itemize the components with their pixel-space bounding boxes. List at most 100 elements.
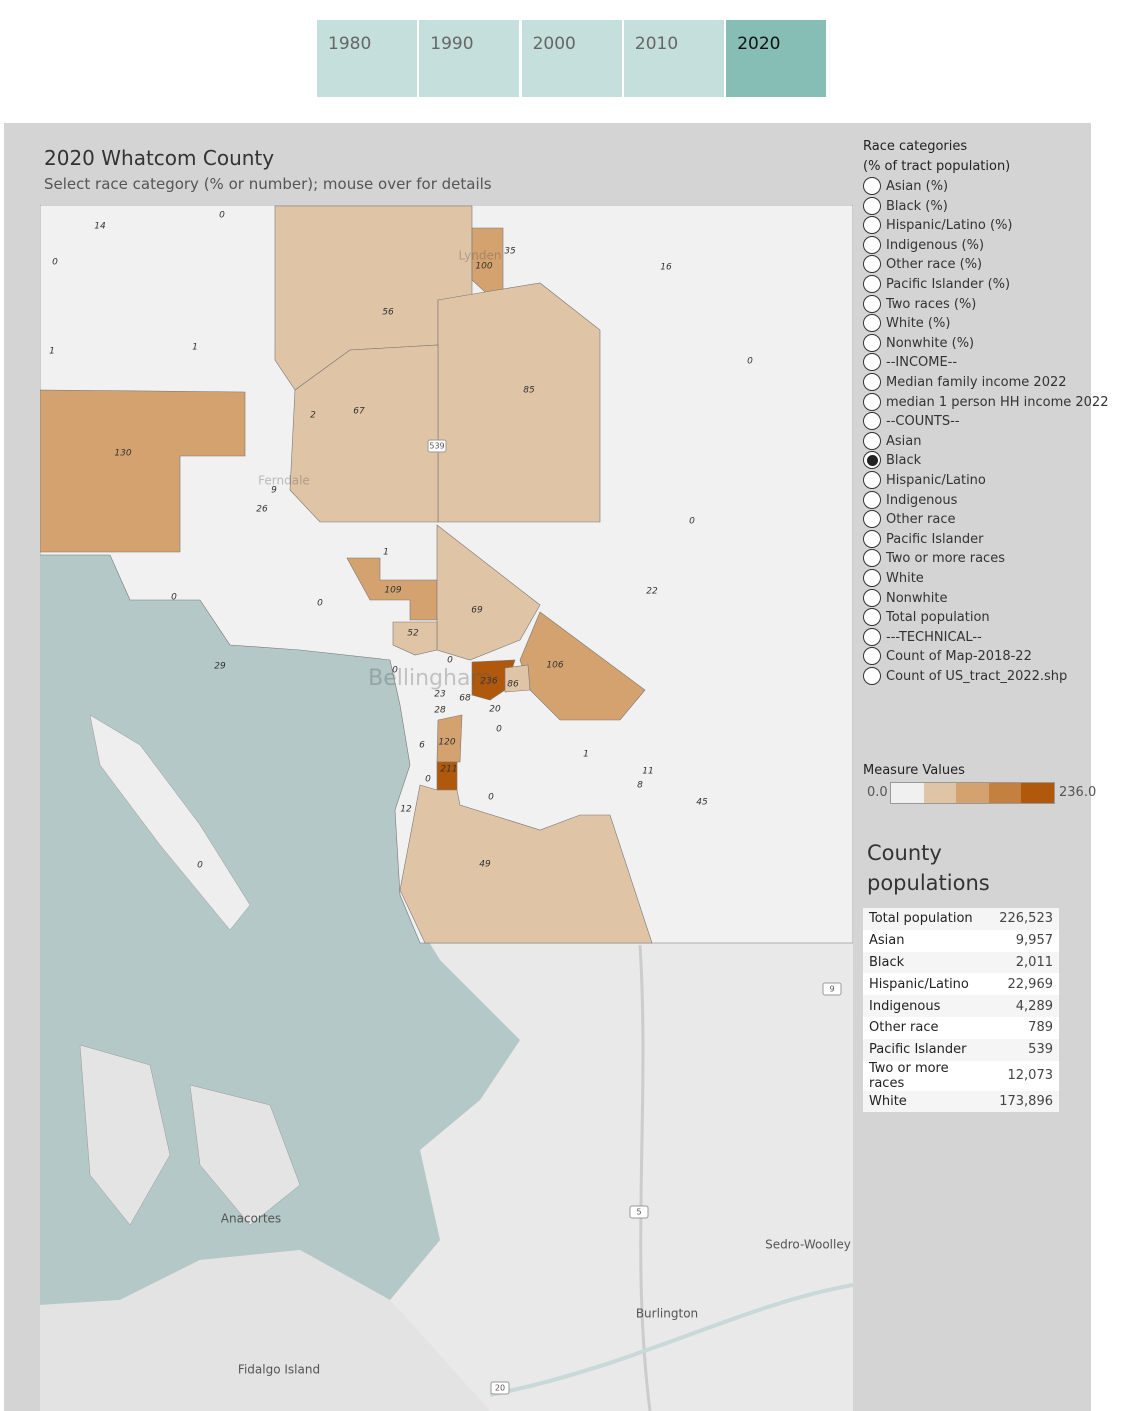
table-row: Pacific Islander 539 <box>863 1038 1059 1061</box>
filter-option[interactable]: --INCOME-- <box>863 353 957 372</box>
filter-option[interactable]: Total population <box>863 608 990 627</box>
year-tab[interactable]: 2010 <box>623 20 724 97</box>
year-tab[interactable]: 2020 <box>726 20 827 97</box>
filter-option[interactable]: Median family income 2022 <box>863 373 1067 392</box>
tract-label: 0 <box>747 357 753 367</box>
population-table: Total population 226,523 Asian 9,957 Black 2,… <box>863 908 1059 1113</box>
table-title: County populations <box>867 841 990 895</box>
filter-option[interactable]: Black <box>863 451 921 470</box>
year-tab[interactable]: 2000 <box>521 20 622 97</box>
year-tab[interactable]: 1980 <box>317 20 417 97</box>
filter-option[interactable]: Count of Map-2018-22 <box>863 647 1032 666</box>
filter-option[interactable]: Black (%) <box>863 196 948 216</box>
tract-label: 16 <box>660 263 672 273</box>
tract-label: 12 <box>400 805 412 815</box>
tract-label: 35 <box>504 247 516 257</box>
filter-option[interactable]: --COUNTS-- <box>863 412 960 431</box>
tract-label: 14 <box>94 222 106 232</box>
tract[interactable] <box>392 621 438 656</box>
tract-label: 1 <box>49 347 55 357</box>
filter-option[interactable]: Nonwhite <box>863 588 948 608</box>
filter-option[interactable]: White <box>863 569 924 588</box>
filter-option[interactable]: Pacific Islander (%) <box>863 275 1010 294</box>
table-row: Other race 789 <box>863 1017 1059 1039</box>
filter-option[interactable]: Other race (%) <box>863 255 982 274</box>
tract[interactable] <box>289 344 439 523</box>
tract-label: 109 <box>384 586 401 596</box>
tract-label: 211 <box>440 765 457 775</box>
island <box>79 1044 301 1226</box>
tract-label: 69 <box>471 606 483 616</box>
filter-option[interactable]: Indigenous (%) <box>863 235 984 255</box>
road-shield-label: 20 <box>495 1384 505 1393</box>
row-label: Hispanic/Latino <box>869 976 969 992</box>
table-row: White 173,896 <box>863 1090 1059 1113</box>
tract-label: 8 <box>637 781 643 791</box>
tract-label: 28 <box>434 706 446 716</box>
filter-option[interactable]: Two races (%) <box>863 294 976 314</box>
road-shield <box>629 1205 649 1219</box>
tract[interactable] <box>399 784 653 944</box>
filter-option[interactable]: Hispanic/Latino (%) <box>863 216 1013 235</box>
row-label: Two or more races <box>869 1060 949 1091</box>
filter-option[interactable]: White (%) <box>863 314 950 333</box>
filter-option[interactable]: Indigenous <box>863 490 957 510</box>
place-label: Ferndale <box>258 474 310 488</box>
tract-label: 236 <box>480 677 497 687</box>
table-row: Asian 9,957 <box>863 930 1059 952</box>
river <box>489 1283 853 1397</box>
row-value: 9,957 <box>1015 933 1053 949</box>
legend-max: 236.0 <box>1059 785 1097 800</box>
tract-label: 0 <box>219 211 225 221</box>
row-value: 226,523 <box>993 908 1059 930</box>
road-shield-label: 9 <box>829 985 834 994</box>
row-value: 22,969 <box>1007 976 1054 992</box>
tract-label: 0 <box>52 258 58 268</box>
table-row: Total population 226,523 <box>863 908 1059 930</box>
filter-option[interactable]: Hispanic/Latino <box>863 471 986 490</box>
filter-option[interactable]: ---TECHNICAL-- <box>863 627 982 647</box>
row-value: 173,896 <box>993 1090 1059 1113</box>
row-value: 12,073 <box>1007 1068 1054 1084</box>
tract-label: 0 <box>317 599 323 609</box>
tract-label: 20 <box>489 705 501 715</box>
legend-step <box>923 783 957 803</box>
tract[interactable] <box>504 664 531 693</box>
filter-option[interactable]: Asian (%) <box>863 177 948 196</box>
place-label: Sedro-Woolley <box>765 1238 851 1252</box>
filter-option[interactable]: Two or more races <box>863 549 1005 568</box>
filter-option[interactable]: median 1 person HH income 2022 <box>863 392 1108 412</box>
table-row: Two or more races 12,073 <box>863 1061 1059 1091</box>
tract-label: 0 <box>197 861 203 871</box>
tract-label: 130 <box>114 449 131 459</box>
row-label: Asian <box>869 933 905 949</box>
island <box>89 714 251 931</box>
legend-title: Measure Values <box>863 763 965 778</box>
tract-label: 85 <box>523 386 535 396</box>
road-shield <box>490 1381 510 1395</box>
tract[interactable] <box>436 714 463 763</box>
tract[interactable] <box>40 389 246 553</box>
legend-step <box>988 783 1022 803</box>
filter-option[interactable]: Other race <box>863 510 956 529</box>
filter-option[interactable]: Asian <box>863 431 921 451</box>
tract-label: 0 <box>171 593 177 603</box>
tract-label: 0 <box>689 517 695 527</box>
place-label: Fidalgo Island <box>238 1363 320 1377</box>
tract[interactable] <box>471 659 516 701</box>
tract-label: 23 <box>434 690 446 700</box>
year-tab[interactable]: 1990 <box>419 20 520 97</box>
table-row: Black 2,011 <box>863 951 1059 974</box>
filter-subtitle: (% of tract population) <box>863 159 1011 174</box>
filter-option[interactable]: Count of US_tract_2022.shp <box>863 667 1067 686</box>
tract[interactable] <box>437 282 601 523</box>
filter-title: Race categories <box>863 139 968 154</box>
filter-option[interactable]: Nonwhite (%) <box>863 333 974 353</box>
legend-step <box>1021 783 1054 803</box>
place-label: Anacortes <box>221 1212 281 1226</box>
land <box>40 1250 490 1411</box>
filter-option[interactable]: Pacific Islander <box>863 529 983 549</box>
tract[interactable] <box>519 611 646 721</box>
